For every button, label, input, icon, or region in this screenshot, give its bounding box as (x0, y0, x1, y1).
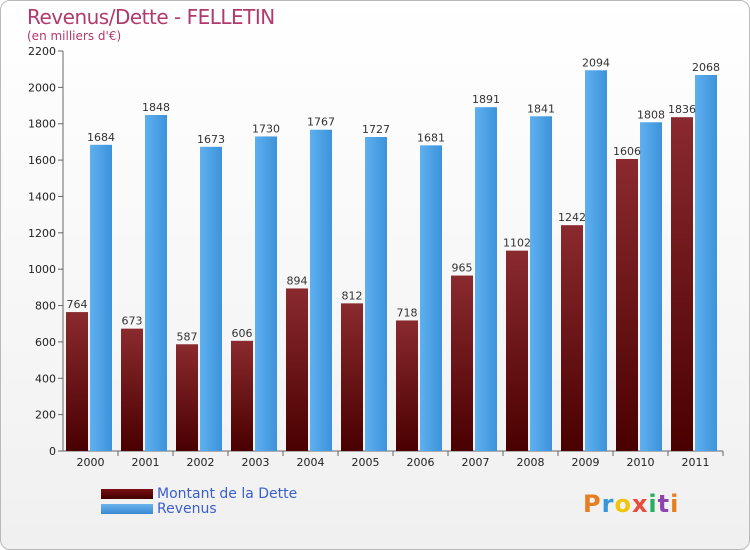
y-tick-label: 600 (35, 336, 56, 349)
bar-revenue (585, 70, 607, 451)
bar-revenue (255, 136, 277, 452)
bar-debt (561, 225, 583, 451)
data-label-revenue: 1727 (362, 123, 390, 136)
y-tick-label: 1600 (28, 154, 56, 167)
data-label-debt: 587 (177, 330, 198, 343)
data-label-revenue: 1684 (87, 131, 115, 144)
data-label-revenue: 1808 (637, 108, 665, 121)
y-tick-label: 200 (35, 409, 56, 422)
data-label-revenue: 1848 (142, 101, 170, 114)
data-label-revenue: 1673 (197, 133, 225, 146)
bar-layer (66, 70, 717, 452)
data-label-revenue: 1681 (417, 131, 445, 144)
data-label-debt: 965 (452, 262, 473, 275)
data-label-revenue: 1841 (527, 102, 555, 115)
data-label-revenue: 1730 (252, 122, 280, 135)
bar-revenue (475, 107, 497, 451)
bar-debt (121, 328, 143, 451)
data-label-revenue: 1767 (307, 116, 335, 129)
x-tick-label: 2004 (297, 456, 325, 469)
bar-debt (616, 159, 638, 451)
bar-debt (451, 275, 473, 451)
logo-letter: i (670, 490, 680, 518)
y-tick-label: 1400 (28, 190, 56, 203)
x-tick-label: 2002 (187, 456, 215, 469)
bar-debt (341, 303, 363, 451)
x-tick-label: 2007 (462, 456, 490, 469)
x-tick-label: 2006 (407, 456, 435, 469)
bar-debt (506, 250, 528, 451)
proxiti-logo: Proxiti (583, 490, 679, 518)
bar-debt (231, 340, 253, 451)
bar-revenue (200, 146, 222, 451)
bar-revenue (695, 75, 717, 451)
bar-debt (286, 288, 308, 451)
x-tick-label: 2000 (77, 456, 105, 469)
y-tick-label: 400 (35, 372, 56, 385)
bar-revenue (530, 116, 552, 451)
axis-layer: 0 200 400 600 800 1000 1200 1400 1600 1800 2000 220… (28, 45, 724, 469)
legend-swatch-debt (101, 489, 153, 499)
data-label-debt: 894 (287, 274, 308, 287)
data-label-debt: 812 (342, 289, 363, 302)
data-label-debt: 673 (122, 315, 143, 328)
chart-title: Revenus/Dette - FELLETIN (27, 5, 275, 29)
bar-revenue (90, 144, 112, 451)
data-label-revenue: 1891 (472, 93, 500, 106)
logo-letter: i (648, 490, 658, 518)
y-tick-label: 800 (35, 300, 56, 313)
bar-debt (396, 320, 418, 451)
x-tick-label: 2008 (517, 456, 545, 469)
y-tick-label: 1000 (28, 263, 56, 276)
bar-revenue (420, 145, 442, 451)
bar-debt (671, 117, 693, 451)
x-tick-label: 2009 (572, 456, 600, 469)
data-label-debt: 718 (397, 306, 418, 319)
bar-revenue (365, 137, 387, 451)
bar-revenue (145, 115, 167, 451)
data-label-debt: 1242 (558, 211, 586, 224)
legend-label-debt: Montant de la Dette (157, 486, 298, 502)
y-tick-label: 2000 (28, 81, 56, 94)
y-tick-label: 1200 (28, 227, 56, 240)
bar-revenue (310, 129, 332, 451)
data-label-debt: 1836 (668, 103, 696, 116)
y-tick-label: 2200 (28, 45, 56, 58)
data-label-debt: 1102 (503, 237, 531, 250)
logo-letter: o (614, 490, 632, 518)
logo-letter: t (657, 490, 671, 518)
x-tick-label: 2011 (682, 456, 710, 469)
logo-letter: x (631, 490, 649, 518)
bar-revenue (640, 122, 662, 451)
logo-letter: r (601, 490, 615, 518)
data-label-revenue: 2094 (582, 56, 610, 69)
legend-swatch-revenue (101, 504, 153, 514)
data-label-debt: 606 (232, 327, 253, 340)
x-tick-label: 2010 (627, 456, 655, 469)
chart-subtitle: (en milliers d'€) (27, 29, 122, 43)
x-tick-label: 2001 (132, 456, 160, 469)
data-label-debt: 1606 (613, 145, 641, 158)
bar-debt (66, 312, 88, 451)
y-tick-label: 1800 (28, 118, 56, 131)
data-label-revenue: 2068 (692, 61, 720, 74)
x-tick-label: 2003 (242, 456, 270, 469)
bar-debt (176, 344, 198, 451)
data-label-debt: 764 (67, 298, 88, 311)
label-layer: 764 1684 673 1848 587 1673 606 1730 894 1767 812 17… (67, 56, 721, 343)
logo-letter: P (583, 490, 602, 518)
legend-label-revenue: Revenus (157, 501, 217, 517)
x-tick-label: 2005 (352, 456, 380, 469)
y-tick-label: 0 (49, 445, 56, 458)
